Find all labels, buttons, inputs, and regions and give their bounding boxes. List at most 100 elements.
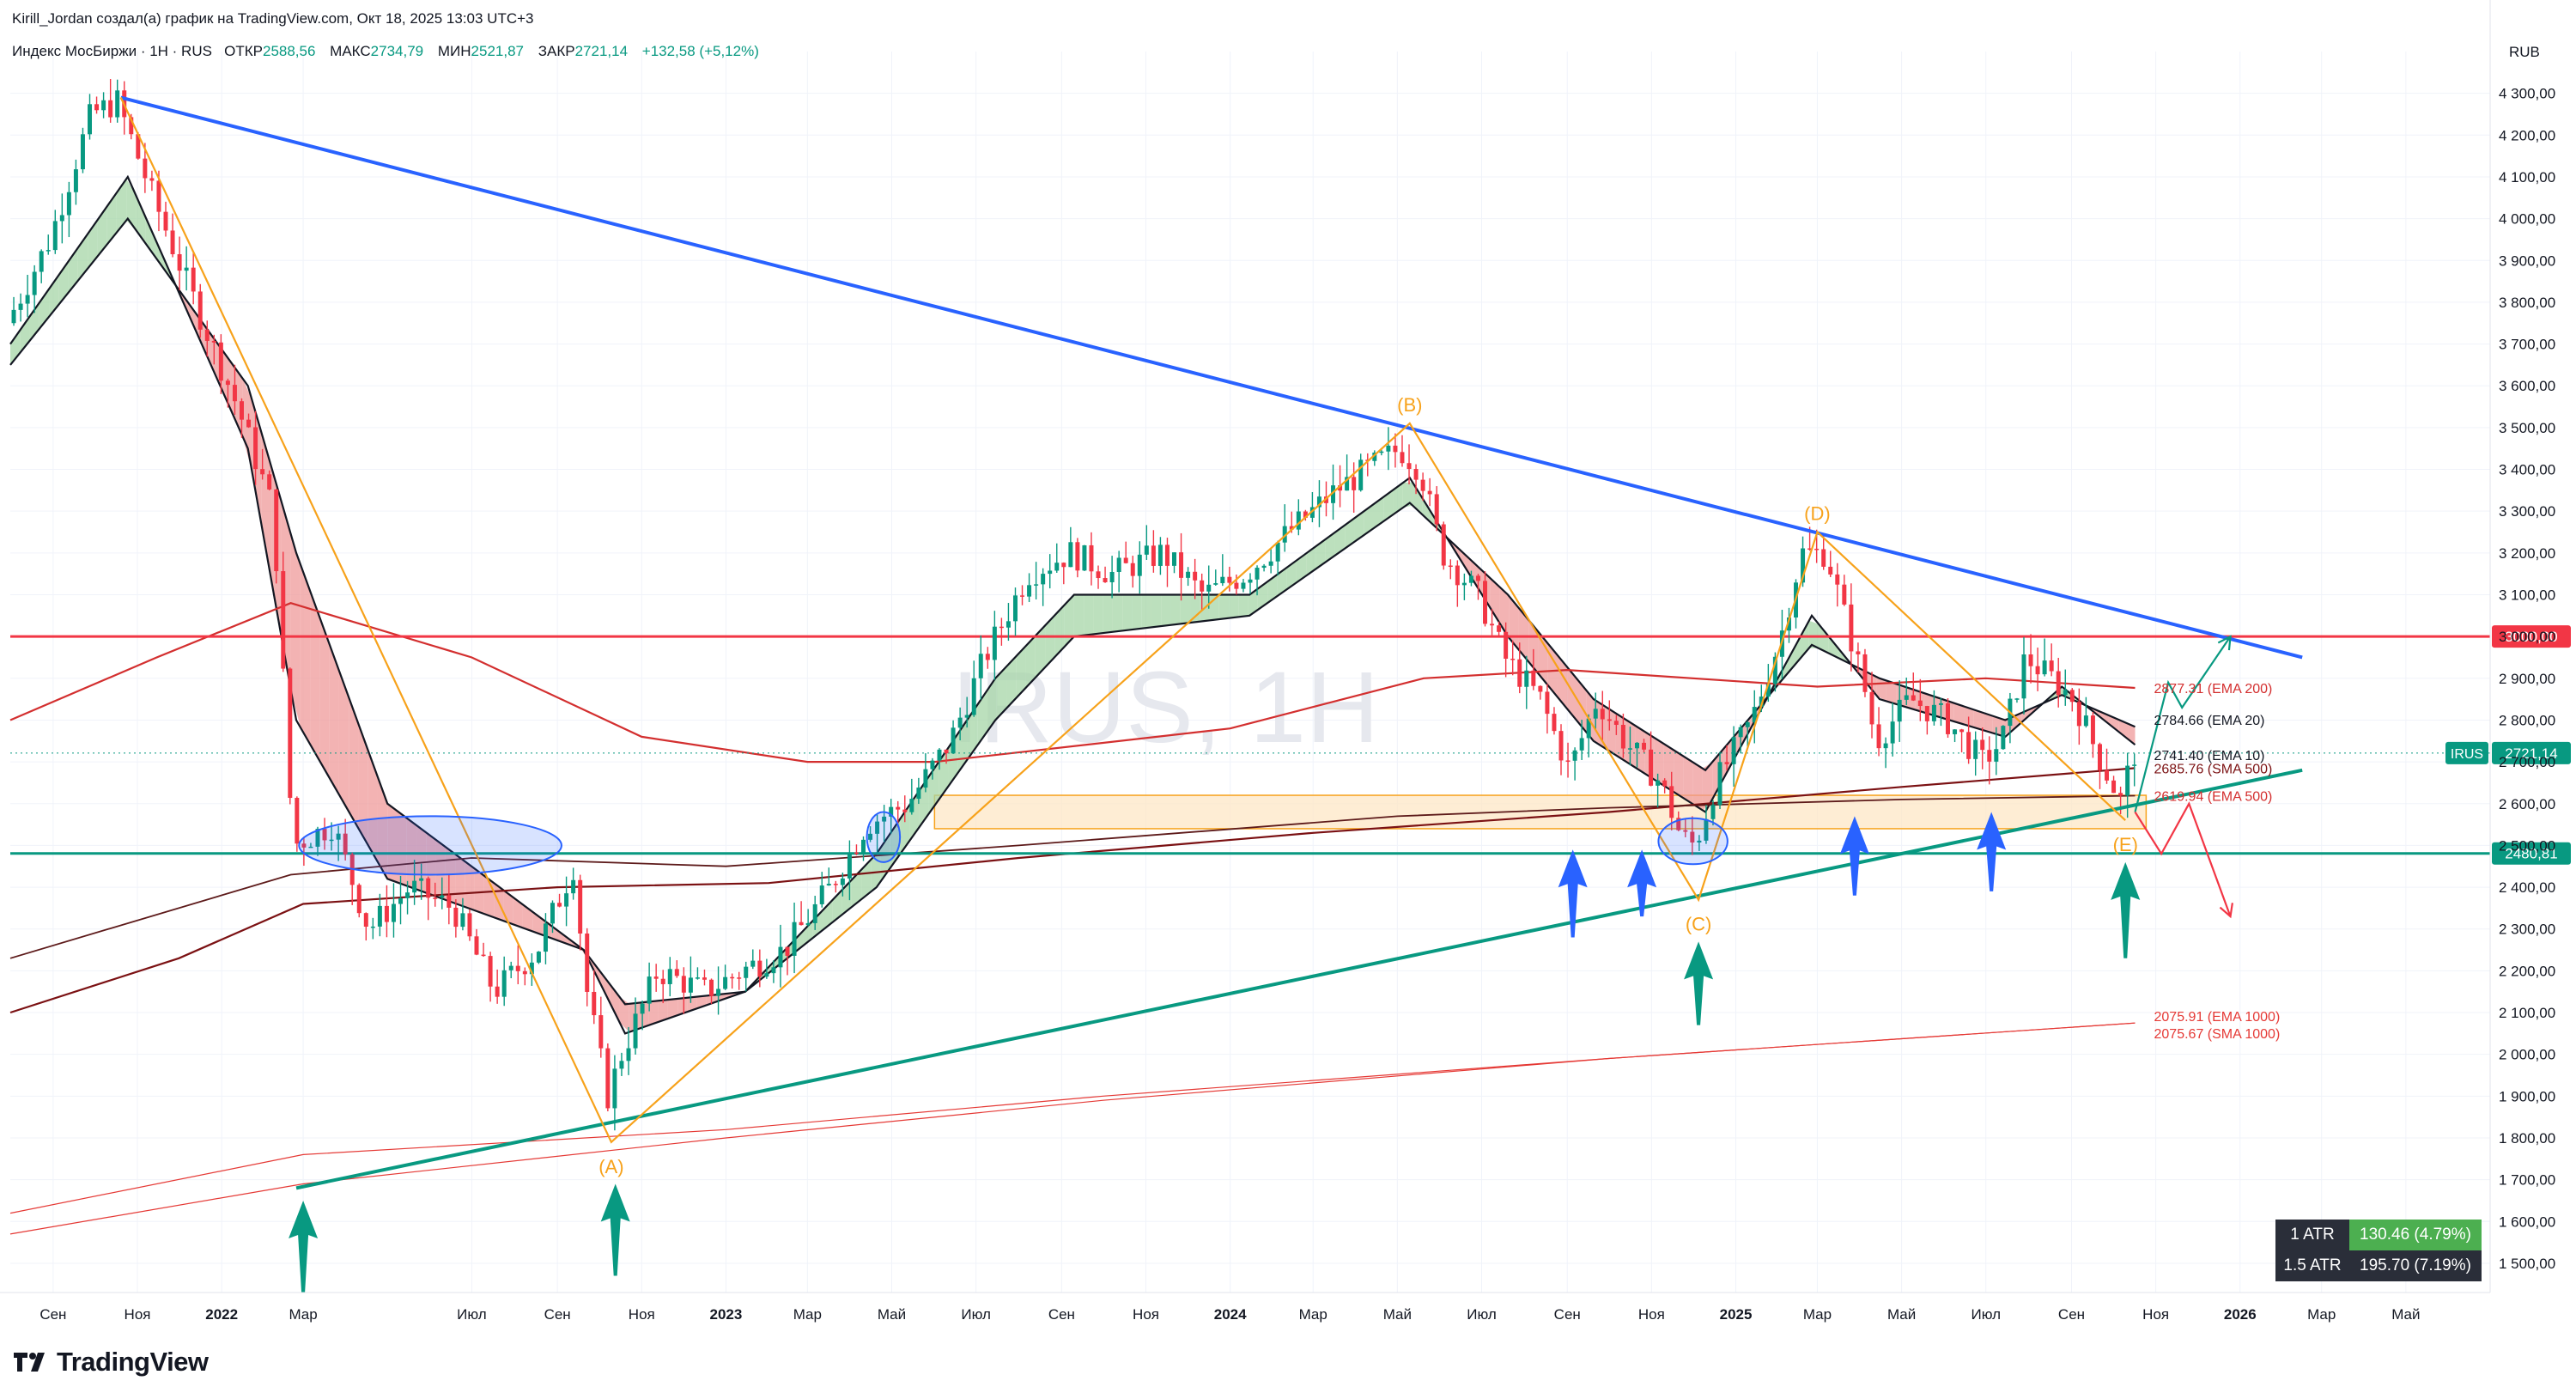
candle-body xyxy=(1068,542,1073,568)
ema-ribbon-segment xyxy=(1093,594,1103,635)
ema-ribbon-segment xyxy=(1606,707,1616,756)
ema-ribbon-segment xyxy=(474,868,484,915)
ema-ribbon-segment xyxy=(1567,666,1577,721)
candle-body xyxy=(1897,699,1902,722)
candle-body xyxy=(730,976,735,979)
ema-ribbon-segment xyxy=(1364,503,1374,535)
ema-ribbon-segment xyxy=(1596,701,1607,749)
candle-body xyxy=(1034,584,1039,586)
ema-ribbon-segment xyxy=(300,564,311,745)
candle-body xyxy=(605,1048,611,1109)
candle-body xyxy=(1504,631,1509,660)
ema-ribbon-segment xyxy=(329,643,339,795)
candle-body xyxy=(1048,570,1053,575)
candle-body xyxy=(1386,445,1391,452)
ema-ribbon-segment xyxy=(1528,619,1539,674)
candle-body xyxy=(1455,565,1460,586)
candle-body xyxy=(1490,624,1495,626)
ema-ribbon-segment xyxy=(1345,518,1355,549)
candle-body xyxy=(2097,744,2102,770)
candle-body xyxy=(1676,818,1681,830)
x-tick-label: Мар xyxy=(1803,1306,1832,1323)
candle-body xyxy=(1649,749,1654,786)
candle-body xyxy=(840,878,845,885)
ema-ribbon-segment xyxy=(1084,594,1094,636)
candle-body xyxy=(80,134,85,170)
ema-ribbon-segment xyxy=(1334,525,1346,556)
candle-body xyxy=(301,843,307,848)
ma-value-label: 2685.76 (SMA 500) xyxy=(2154,762,2273,776)
candle-body xyxy=(1448,565,1453,568)
x-tick-label: 2026 xyxy=(2224,1306,2257,1323)
ema-ribbon-segment xyxy=(1141,594,1151,629)
candle-body xyxy=(681,976,686,993)
projection-arrowhead xyxy=(2217,635,2232,651)
candle-body xyxy=(1814,548,1820,551)
candle-body xyxy=(184,267,189,271)
y-tick-label: 1 800,00 xyxy=(2499,1130,2555,1147)
candle-body xyxy=(1241,582,1246,589)
candle-body xyxy=(274,489,279,572)
candle-body xyxy=(363,913,368,928)
ma-line-sma-500 xyxy=(9,767,2136,1014)
candle-body xyxy=(1938,703,1943,705)
candle-body xyxy=(508,965,513,970)
up-arrow-icon xyxy=(1558,849,1588,938)
candle-body xyxy=(1012,595,1018,622)
candle-body xyxy=(2014,698,2020,700)
x-tick-label: Ноя xyxy=(2142,1306,2169,1323)
ema-ribbon-segment xyxy=(155,239,166,271)
atr-row: 1.5 ATR 195.70 (7.19%) xyxy=(2275,1250,2482,1281)
candle-body xyxy=(1683,830,1688,832)
candle-body xyxy=(32,271,37,295)
ema-ribbon-segment xyxy=(687,996,697,1013)
candle-body xyxy=(951,727,956,754)
candle-body xyxy=(149,178,155,181)
candle-body xyxy=(2056,671,2061,696)
x-tick-label: Июл xyxy=(961,1306,991,1323)
ema-ribbon-segment xyxy=(600,971,611,1003)
candle-body xyxy=(1917,700,1923,707)
candle-body xyxy=(2063,690,2068,696)
tradingview-branding[interactable]: TradingView xyxy=(14,1347,209,1378)
candle-body xyxy=(522,970,527,975)
atr-panel: 1 ATR 130.46 (4.79%) 1.5 ATR 195.70 (7.1… xyxy=(2275,1220,2482,1281)
candle-body xyxy=(1338,485,1343,491)
ema-ribbon-segment xyxy=(1383,490,1394,521)
candle-body xyxy=(2021,654,2026,699)
projection-path xyxy=(2134,801,2232,917)
candle-body xyxy=(1352,477,1357,490)
candle-body xyxy=(1103,578,1108,582)
candle-body xyxy=(1227,576,1232,583)
symbol-line: Индекс МосБиржи · 1H · RUS xyxy=(12,43,212,59)
candle-body xyxy=(875,821,880,834)
candle-body xyxy=(902,809,908,812)
candle-body xyxy=(592,991,597,1016)
ema-ribbon-segment xyxy=(1286,560,1297,590)
candle-body xyxy=(481,954,486,957)
candle-body xyxy=(115,90,120,118)
x-tick-label: Июл xyxy=(457,1306,487,1323)
candle-body xyxy=(170,230,175,255)
candle-body xyxy=(1538,685,1543,692)
projection-path xyxy=(2134,636,2232,812)
wave-label: (B) xyxy=(1397,394,1422,416)
candle-body xyxy=(1234,582,1239,589)
candle-body xyxy=(812,903,817,923)
ema-ribbon-segment xyxy=(1509,596,1519,650)
candle-body xyxy=(1434,494,1439,525)
ema-ribbon-segment xyxy=(290,533,301,727)
candle-body xyxy=(833,884,838,885)
ema-ribbon-segment xyxy=(1170,594,1181,625)
x-tick-label: Июл xyxy=(1971,1306,2001,1323)
candle-body xyxy=(1041,574,1046,585)
highlight-ellipse xyxy=(866,811,902,863)
candle-body xyxy=(73,169,78,192)
candle-body xyxy=(667,969,672,984)
candle-body xyxy=(1959,729,1965,733)
candle-body xyxy=(1745,721,1750,727)
candle-body xyxy=(108,100,113,118)
x-tick-label: Сен xyxy=(39,1306,66,1323)
y-tick-label: 3 700,00 xyxy=(2499,337,2555,353)
